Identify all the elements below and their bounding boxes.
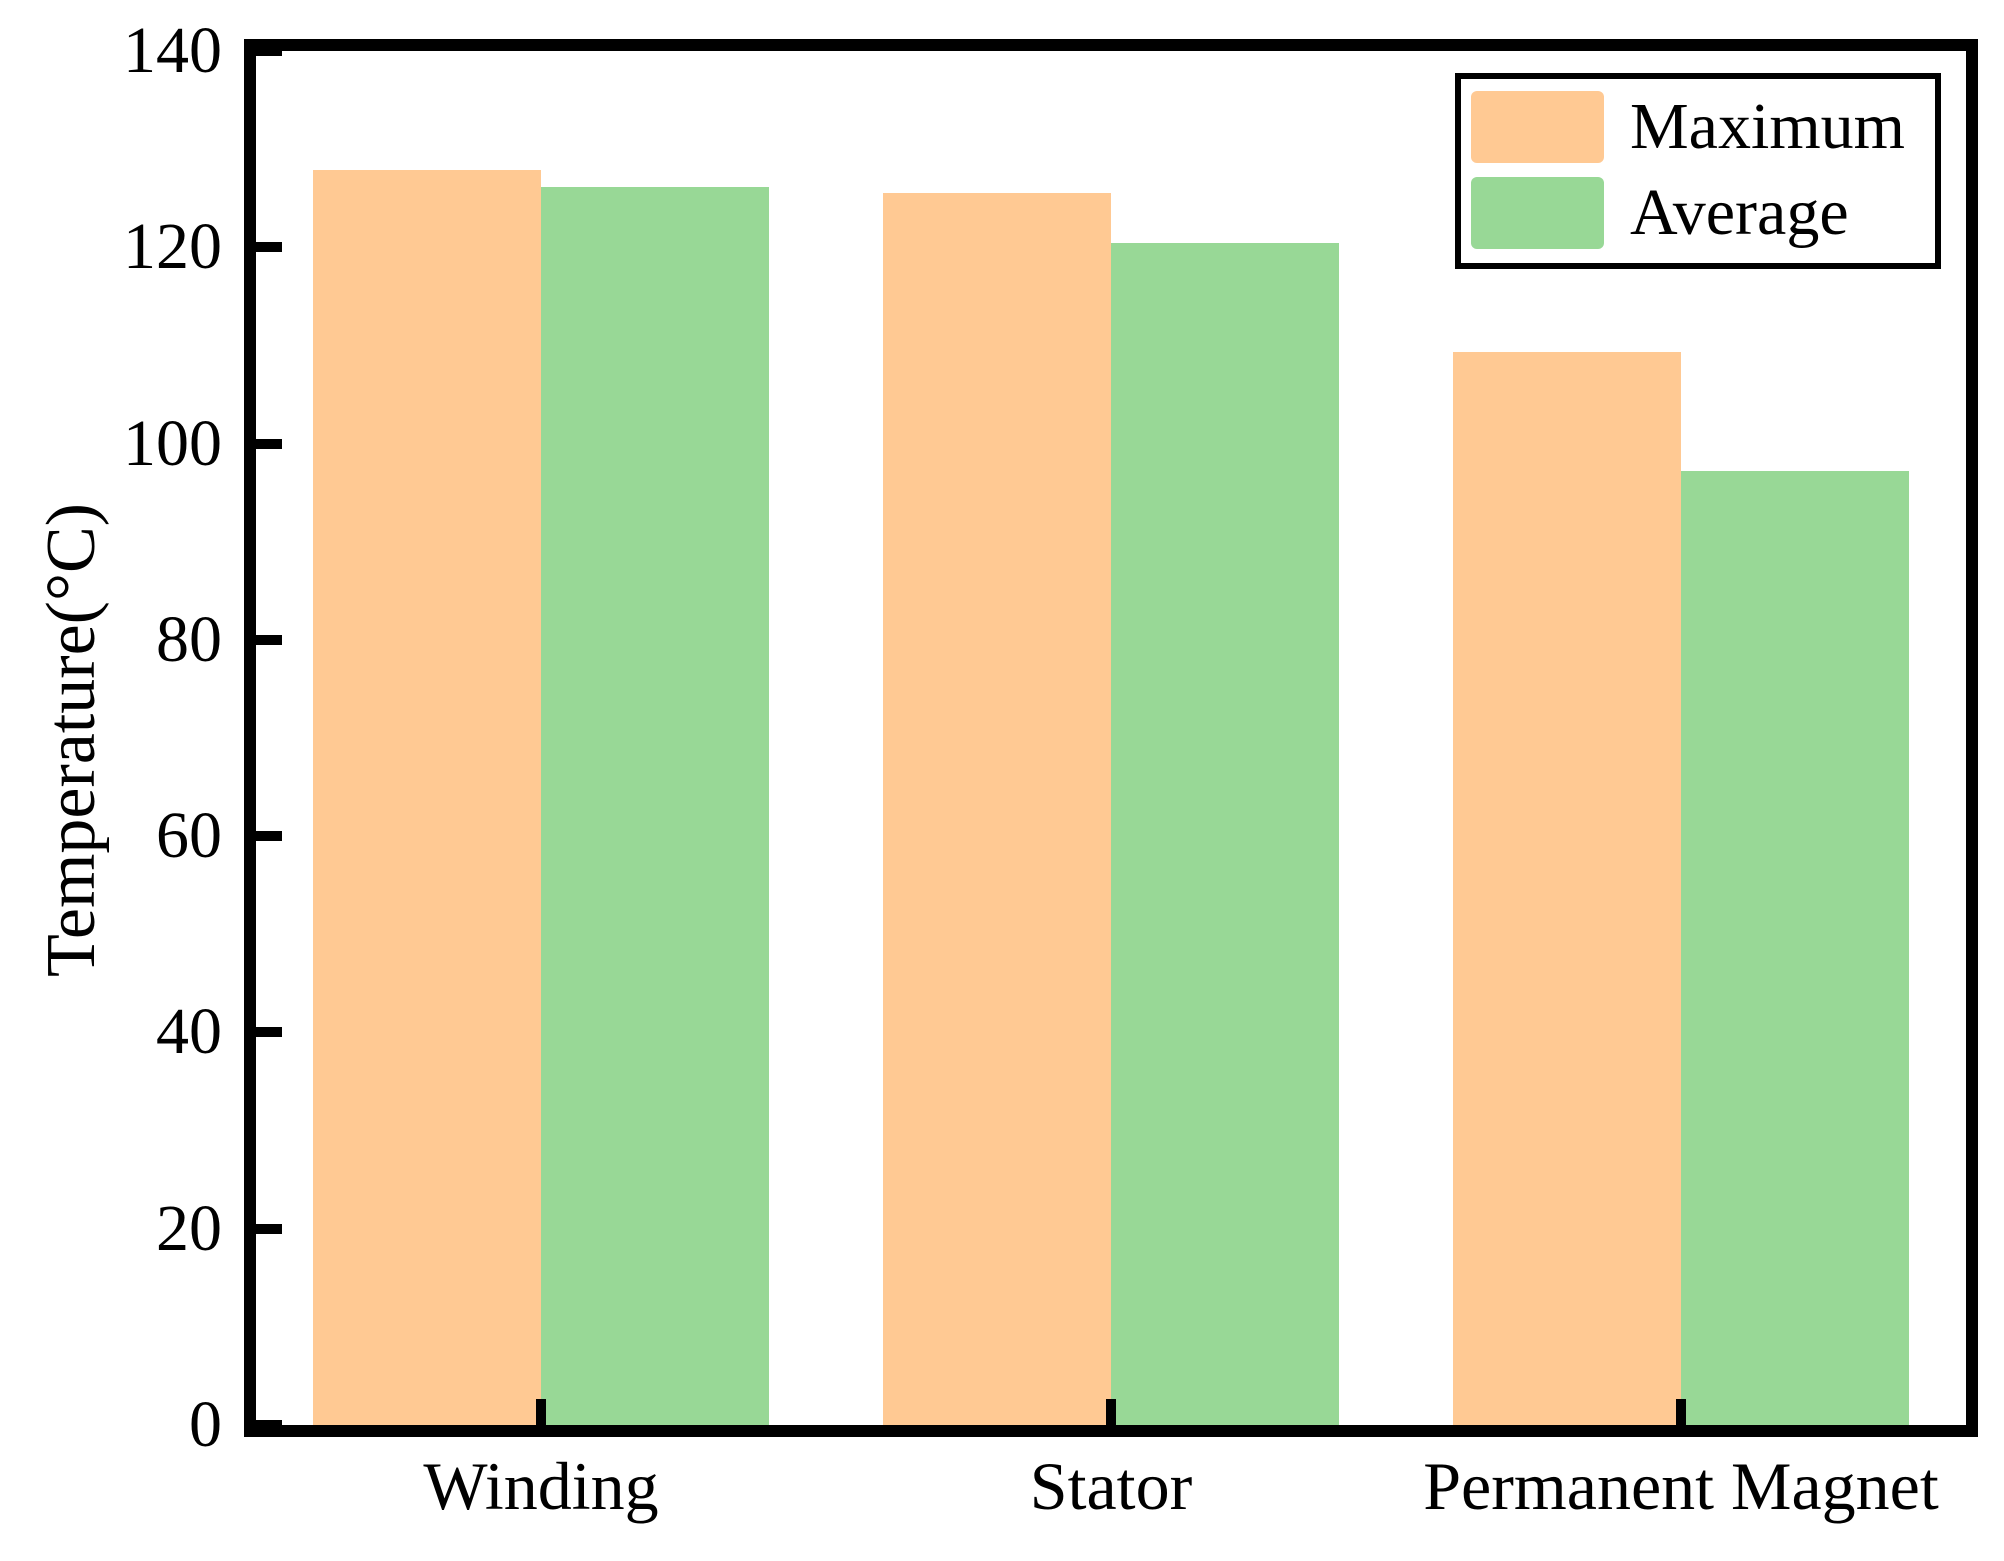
y-tick-20: [256, 1223, 282, 1234]
legend-label-maximum: Maximum: [1630, 90, 1905, 163]
y-tick-100: [256, 438, 282, 449]
y-tick-label-0: 0: [189, 1388, 222, 1461]
x-tick-labels: Winding Stator Permanent Magnet: [256, 1452, 1966, 1552]
bar-stator-maximum: [883, 193, 1111, 1425]
legend-swatch-average-icon: [1471, 177, 1604, 249]
y-tick-label-80: 80: [156, 602, 222, 676]
y-tick-label-40: 40: [156, 995, 222, 1069]
legend: Maximum Average: [1455, 73, 1941, 269]
ticks-layer: [256, 46, 1966, 1430]
x-tick-stator: [1106, 1399, 1116, 1425]
bar-permanent-magnet-average: [1681, 471, 1909, 1425]
bar-stator-average: [1111, 243, 1339, 1425]
x-tick-label-winding: Winding: [423, 1448, 659, 1524]
y-tick-labels: 0 20 40 60 80 100 120 140: [0, 18, 222, 1458]
bar-permanent-magnet-maximum: [1453, 352, 1681, 1425]
legend-item-average: Average: [1471, 177, 1925, 249]
bar-winding-average: [540, 187, 769, 1425]
y-tick-label-20: 20: [156, 1191, 222, 1265]
x-tick-label-permanent-magnet: Permanent Magnet: [1423, 1448, 1939, 1524]
y-tick-label-100: 100: [123, 406, 222, 480]
y-tick-0: [256, 1420, 282, 1430]
legend-label-average: Average: [1630, 176, 1849, 249]
x-tick-winding: [535, 1399, 546, 1425]
y-tick-60: [256, 831, 282, 842]
x-tick-label-stator: Stator: [1029, 1448, 1193, 1524]
y-tick-80: [256, 634, 282, 645]
y-tick-140: [256, 46, 282, 56]
legend-item-maximum: Maximum: [1471, 91, 1925, 163]
y-tick-120: [256, 242, 282, 253]
bars-layer: [256, 51, 1966, 1425]
y-tick-label-60: 60: [156, 799, 222, 873]
bar-winding-maximum: [313, 169, 541, 1425]
y-tick-label-140: 140: [123, 14, 222, 87]
legend-swatch-maximum-icon: [1471, 91, 1604, 163]
x-tick-permanent-magnet: [1676, 1399, 1686, 1425]
y-tick-label-120: 120: [123, 210, 222, 284]
y-tick-40: [256, 1027, 282, 1038]
plot-area: Maximum Average: [244, 39, 1978, 1437]
